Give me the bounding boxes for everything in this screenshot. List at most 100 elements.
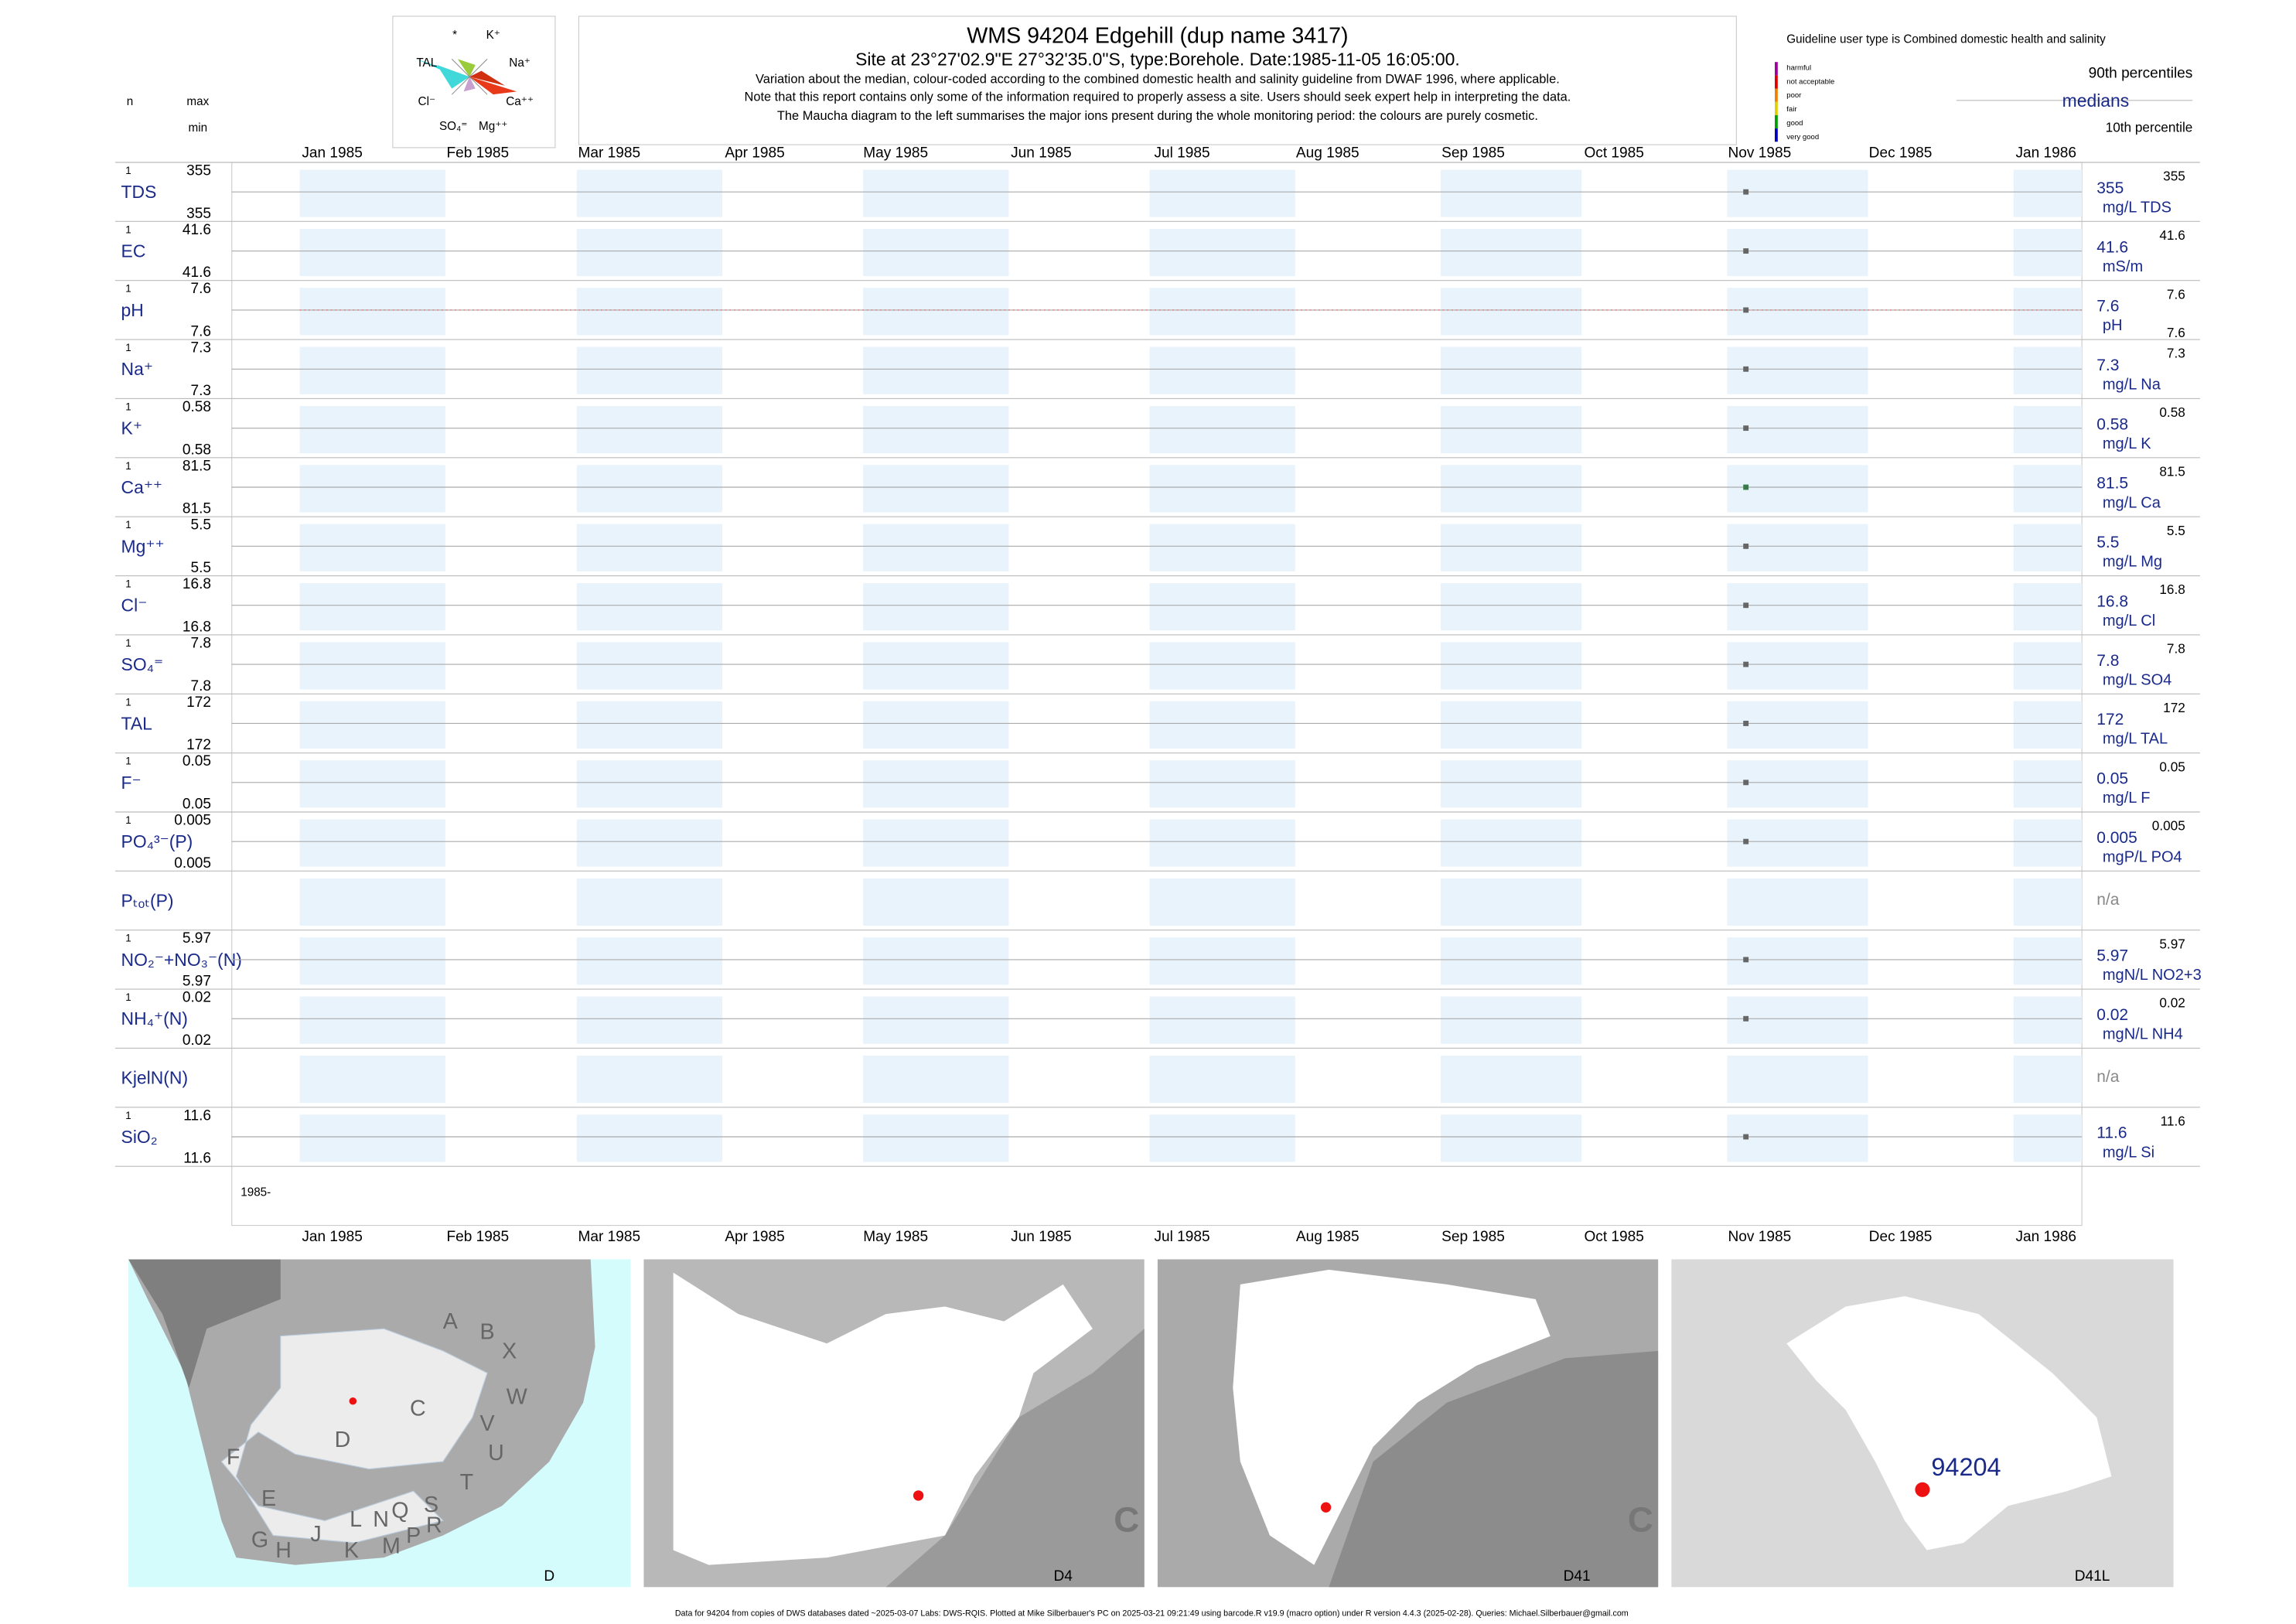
p90-value: 172 [2163,700,2185,715]
min-header: min [189,121,208,135]
unit: mg/L Na [2103,377,2161,394]
unit: mg/L Cl [2103,612,2155,629]
maucha-label: Na⁺ [509,56,531,70]
maucha-diagram [416,59,517,95]
row-max: 0.58 [183,399,211,415]
month-band [2013,288,2083,336]
map-area [590,1259,631,1588]
month-label: Mar 1985 [578,145,641,162]
month-band [1727,878,1868,926]
month-label: Aug 1985 [1296,1229,1360,1245]
p90-value: 0.02 [2159,995,2185,1011]
row-n: 1 [125,342,131,353]
maucha-label: * [452,29,457,42]
row-name: pH [121,300,144,320]
month-band [1441,819,1582,867]
row-name: SiO₂ [121,1127,158,1147]
month-band [576,465,723,513]
month-band [299,228,445,276]
month-label: May 1985 [863,145,928,162]
month-band [1149,1056,1295,1104]
month-band [1441,937,1582,985]
unit: mgP/L PO4 [2103,848,2182,865]
map-panel: C D4 [643,1259,1145,1588]
sample-point [1743,543,1749,549]
median-value: n/a [2096,891,2120,909]
map-label: D41 [1564,1568,1591,1585]
month-band [1149,996,1295,1044]
row-max: 5.97 [183,930,211,947]
month-label: Jan 1985 [302,145,363,162]
median-value: 16.8 [2096,592,2128,610]
sample-point [1743,189,1749,195]
row-max: 16.8 [183,576,211,592]
month-band [576,583,723,631]
month-band [1727,1056,1868,1104]
month-band [299,169,445,217]
note: The Maucha diagram to the left summarise… [777,109,1538,123]
row-n: 1 [125,519,131,531]
region-label: U [488,1441,504,1465]
month-label: Oct 1985 [1584,145,1643,162]
row-max: 41.6 [183,222,211,238]
month-band [2013,1056,2083,1104]
month-band [863,346,1009,394]
sample-point [1743,602,1749,609]
p10-label: 10th percentile [2106,120,2193,135]
month-label: Jul 1985 [1154,145,1209,162]
region-label: L [350,1507,362,1532]
p90-value: 41.6 [2159,227,2185,243]
month-band [2013,465,2083,513]
month-label: Jul 1985 [1154,1229,1209,1245]
month-band [576,524,723,571]
month-band [1441,346,1582,394]
row-n: 1 [125,165,131,176]
month-label: Jan 1985 [302,1229,363,1245]
month-band [299,1056,445,1104]
month-band [863,878,1009,926]
row-name: NH₄⁺(N) [121,1008,188,1029]
month-band [299,465,445,513]
sample-point [1743,721,1749,726]
month-label: Aug 1985 [1296,145,1360,162]
level-label: fair [1786,105,1797,114]
month-band [1149,937,1295,985]
row-n: 1 [125,223,131,235]
row-n: 1 [125,696,131,708]
guideline-label: Guideline user type is Combined domestic… [1786,33,2106,46]
month-band [299,1114,445,1162]
p90-value: 5.5 [2167,523,2185,538]
month-band [863,1114,1009,1162]
median-value: 172 [2096,711,2124,728]
row-n: 1 [125,991,131,1003]
n-header: n [127,95,134,108]
month-band [2013,583,2083,631]
row-name: Pₜₒₜ(P) [121,891,174,911]
p90-value: 7.3 [2167,346,2185,361]
map-area [885,1329,1145,1588]
sample-point [1743,957,1749,963]
row-n: 1 [125,578,131,590]
row-min: 0.02 [183,1032,211,1049]
unit: mg/L F [2103,790,2151,807]
row-max: 0.05 [183,753,211,769]
row-name: Mg⁺⁺ [121,536,165,556]
median-value: 7.6 [2096,298,2119,316]
month-band [2013,642,2083,690]
map-area [1233,1269,1551,1565]
p90-value: 0.05 [2159,759,2185,774]
region-label: S [424,1493,438,1517]
row-name: F⁻ [121,773,142,793]
level-swatch [1775,114,1778,129]
row-min: 355 [186,206,211,222]
month-band [576,760,723,808]
month-band [576,642,723,690]
unit: mgN/L NO2+3 [2103,967,2202,984]
month-band [1149,1114,1295,1162]
level-swatch [1775,75,1778,89]
month-label: Jan 1986 [2015,1229,2076,1245]
region-label: K [344,1538,359,1563]
month-band [576,169,723,217]
maucha-label: Cl⁻ [418,95,435,108]
month-band [299,642,445,690]
